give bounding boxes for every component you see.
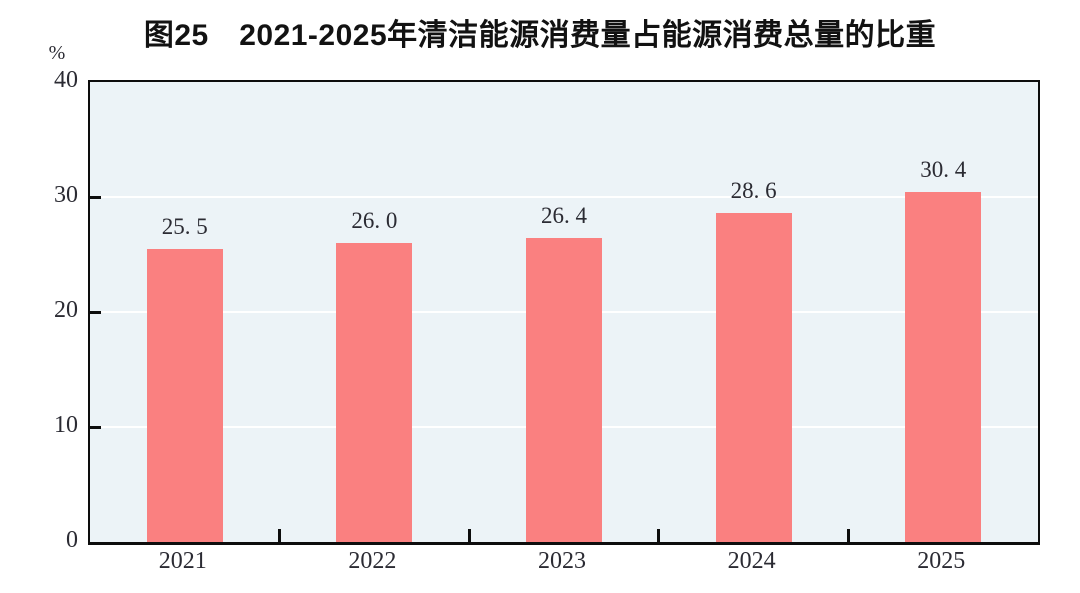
x-axis-tick <box>657 529 661 542</box>
x-axis-label: 2023 <box>538 548 586 574</box>
bar <box>146 248 223 542</box>
x-axis-label: 2022 <box>348 548 397 574</box>
x-axis-label: 2025 <box>917 548 966 574</box>
x-axis-label: 2024 <box>727 548 776 574</box>
y-axis-tick-label: 20 <box>54 297 78 323</box>
y-axis-tick <box>90 310 101 314</box>
bar <box>905 192 982 542</box>
x-axis-tick <box>278 529 282 542</box>
bar-value-label: 26. 0 <box>351 208 398 233</box>
y-axis-tick-label: 40 <box>54 67 78 93</box>
bar <box>715 213 792 542</box>
y-axis-tick-label: 0 <box>66 527 78 553</box>
bar <box>336 243 413 542</box>
x-axis-tick <box>467 529 471 542</box>
y-axis-tick <box>90 195 101 199</box>
bar-value-label: 30. 4 <box>920 157 967 183</box>
x-axis-label: 2021 <box>158 548 207 574</box>
bar-value-label: 26. 4 <box>541 203 587 229</box>
y-axis-tick <box>90 425 101 429</box>
y-axis-tick-label: 10 <box>54 412 78 438</box>
chart-title: 图25 2021-2025年清洁能源消费量占能源消费总量的比重 <box>143 19 937 52</box>
x-axis-tick <box>846 529 850 542</box>
plot-area: 25. 5 26. 0 26. 4 28. 6 30. 4 <box>88 80 1040 545</box>
bar <box>526 238 602 542</box>
gridline <box>90 196 1038 198</box>
bar-value-label: 28. 6 <box>730 178 777 204</box>
y-axis-unit-label: % <box>48 42 66 64</box>
bar-value-label: 25. 5 <box>161 213 208 239</box>
y-axis-tick-label: 30 <box>54 182 78 208</box>
